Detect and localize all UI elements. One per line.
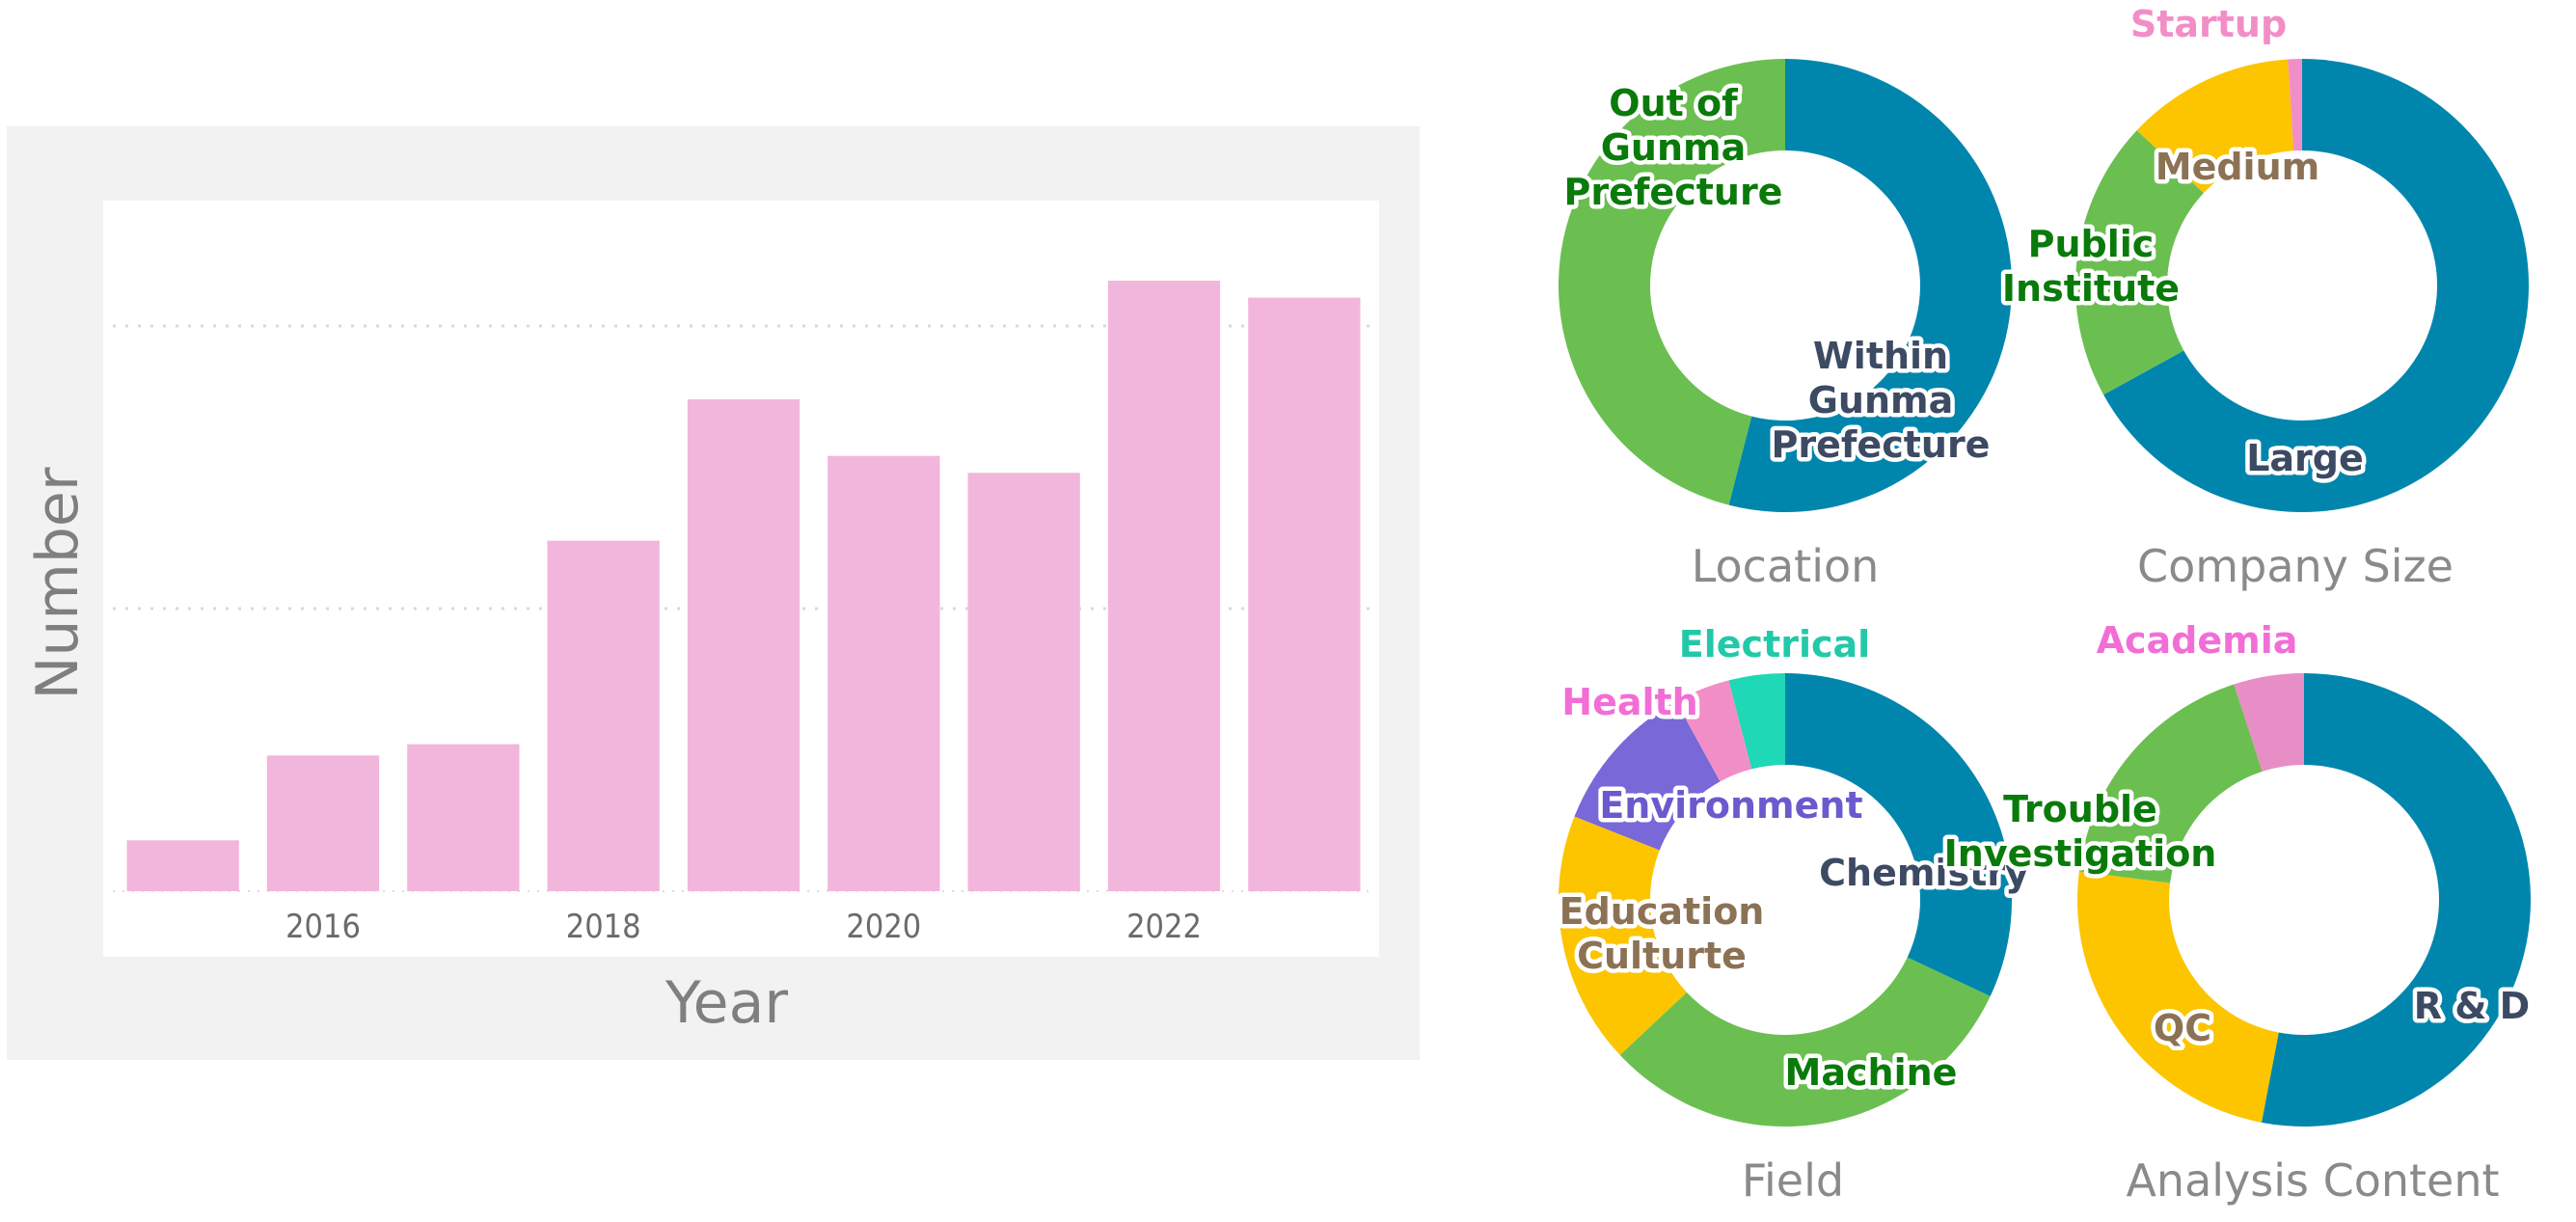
donut-title-analysis-content: Analysis Content — [2126, 1154, 2499, 1207]
bar-2022 — [1107, 281, 1221, 891]
slice-large — [2103, 59, 2529, 513]
slice-label-large: Large — [2246, 437, 2364, 479]
slice-label-medium: Medium — [2156, 146, 2319, 188]
slice-chemistry — [1785, 673, 2012, 997]
slice-education-culturte — [1559, 816, 1687, 1055]
slice-label-environment: Environment — [1599, 784, 1862, 827]
bar-chart: 2016 2018 2020 2022 — [113, 281, 1374, 946]
slice-label-within-gunma-prefecture: Within Gunma Prefecture — [1772, 335, 1991, 466]
slice-environment — [1574, 701, 1721, 851]
slice-label-startup: Startup — [2130, 3, 2287, 45]
bar-2019 — [687, 399, 800, 891]
slice-label-machine: Machine — [1785, 1051, 1958, 1094]
x-tick-label: 2022 — [1126, 908, 1202, 946]
slice-r-d — [2261, 673, 2531, 1127]
x-tick-label: 2016 — [285, 908, 361, 946]
slice-label-out-of-gunma-prefecture: Out of Gunma Prefecture — [1564, 82, 1783, 213]
donut-field: Chemistry Machine Education Culturte Environ… — [1555, 619, 2033, 1208]
slice-electrical — [1728, 673, 1785, 770]
slice-out-of-gunma-prefecture — [1558, 59, 1785, 505]
bar-chart-plot-area: 2016 2018 2020 2022 — [103, 201, 1379, 957]
slice-machine — [1619, 957, 1991, 1127]
slice-health — [1675, 680, 1752, 782]
slice-medium — [2136, 59, 2294, 194]
donut-title-field: Field — [1742, 1154, 1844, 1207]
slice-label-academia: Academia — [2097, 619, 2298, 662]
bar-2018 — [547, 540, 660, 891]
bar-2016 — [266, 755, 380, 891]
slice-label-chemistry: Chemistry — [1819, 852, 2029, 894]
slice-label-education-culturte: Education Culturte — [1559, 890, 1765, 977]
x-tick-label: 2020 — [846, 908, 921, 946]
bar-2023 — [1248, 297, 1361, 891]
slice-label-electrical: Electrical — [1679, 623, 1870, 665]
slice-startup — [2288, 59, 2302, 151]
slice-public-institute — [2074, 130, 2204, 395]
donut-company-size: Large Public Institute Medium Startup Company… — [1997, 0, 2529, 592]
x-axis-title: Year — [665, 969, 789, 1037]
x-tick-label: 2018 — [566, 908, 641, 946]
bar-2021 — [967, 473, 1080, 891]
slice-label-public-institute: Public Institute — [2002, 223, 2180, 310]
bar-2015 — [126, 840, 239, 891]
donut-title-company-size: Company Size — [2137, 540, 2454, 592]
bar-2017 — [407, 744, 520, 891]
slice-label-health: Health — [1561, 681, 1697, 723]
slice-within-gunma-prefecture — [1728, 59, 2012, 512]
slice-trouble-investigation — [2078, 684, 2263, 883]
donut-location: Within Gunma Prefecture Out of Gunma Prefectu… — [1558, 59, 2012, 592]
donut-analysis-content: R & D QC Trouble Investigation Academia Analy… — [1939, 615, 2535, 1208]
slice-academia — [2234, 673, 2304, 772]
slice-qc — [2076, 871, 2279, 1123]
slice-label-qc: QC — [2154, 1007, 2211, 1049]
slice-label-trouble-investigation: Trouble Investigation — [1944, 788, 2217, 875]
bar-2020 — [827, 455, 940, 891]
donut-title-location: Location — [1692, 540, 1880, 592]
slice-label-r-d: R & D — [2414, 985, 2530, 1027]
